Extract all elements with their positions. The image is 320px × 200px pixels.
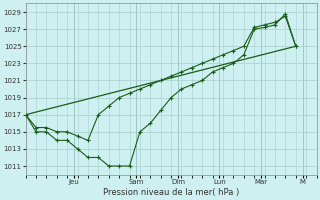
X-axis label: Pression niveau de la mer( hPa ): Pression niveau de la mer( hPa ) <box>103 188 239 197</box>
